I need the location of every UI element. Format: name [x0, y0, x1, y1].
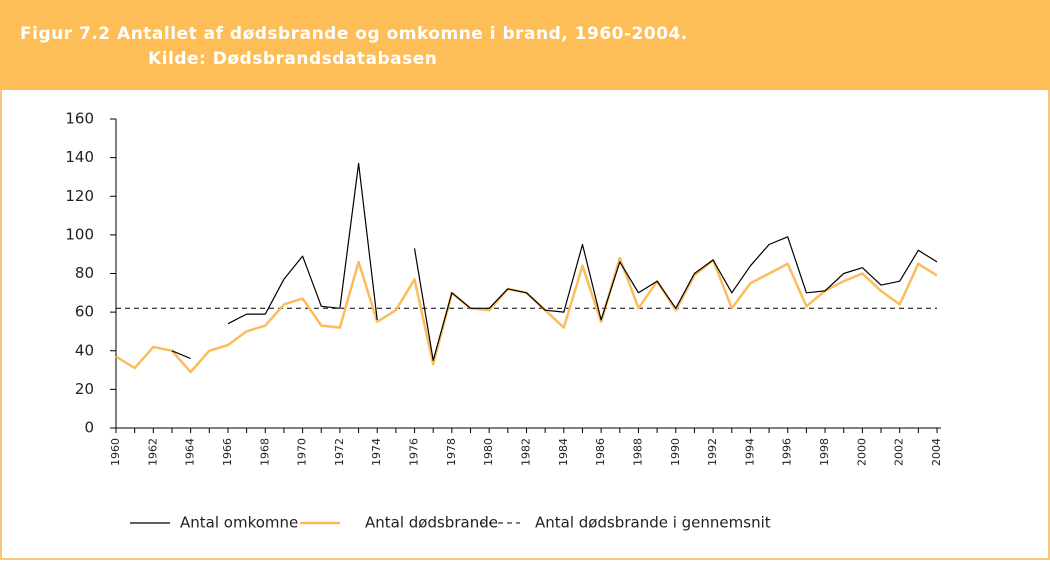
legend-label: Antal dødsbrande: [365, 514, 498, 532]
x-tick-label: 1962: [146, 438, 159, 466]
y-tick-label: 140: [65, 148, 94, 166]
y-tick-label: 80: [75, 264, 94, 282]
chart-subtitle: Kilde: Dødsbrandsdatabasen: [148, 49, 437, 69]
x-tick-label: 1986: [594, 438, 607, 466]
x-tick-label: 1992: [706, 438, 719, 466]
legend-label: Antal omkomne: [180, 514, 298, 532]
x-tick-label: 1982: [520, 438, 533, 466]
chart-title: Figur 7.2 Antallet af dødsbrande og omko…: [20, 24, 688, 44]
x-tick-label: 1988: [631, 438, 644, 466]
x-tick-label: 1998: [818, 438, 831, 466]
x-tick-label: 1984: [557, 438, 570, 466]
x-tick-label: 1978: [445, 438, 458, 466]
y-tick-label: 20: [75, 380, 94, 398]
y-tick-label: 160: [65, 110, 94, 128]
x-tick-label: 2000: [855, 438, 868, 466]
line-series: [171, 162, 938, 361]
y-tick-label: 120: [65, 187, 94, 205]
header: [0, 0, 1050, 90]
y-tick-label: 100: [65, 225, 94, 243]
y-tick-label: 40: [75, 341, 94, 359]
x-tick-label: 1966: [221, 438, 234, 466]
y-tick-label: 0: [84, 419, 94, 437]
x-tick-label: 1976: [408, 438, 421, 466]
legend-label: Antal dødsbrande i gennemsnit: [535, 514, 771, 532]
x-tick-label: 1974: [370, 438, 383, 466]
x-tick-label: 1970: [296, 438, 309, 466]
x-tick-label: 2004: [930, 438, 943, 466]
x-tick-label: 1994: [743, 438, 756, 466]
x-tick-label: 1980: [482, 438, 495, 466]
y-tick-label: 60: [75, 303, 94, 321]
x-tick-label: 1964: [184, 438, 197, 466]
x-tick-label: 2002: [893, 438, 906, 466]
x-tick-label: 1972: [333, 438, 346, 466]
x-tick-label: 1990: [669, 438, 682, 466]
x-tick-label: 1968: [258, 438, 271, 466]
x-tick-label: 1996: [781, 438, 794, 466]
x-tick-label: 1960: [109, 438, 122, 466]
